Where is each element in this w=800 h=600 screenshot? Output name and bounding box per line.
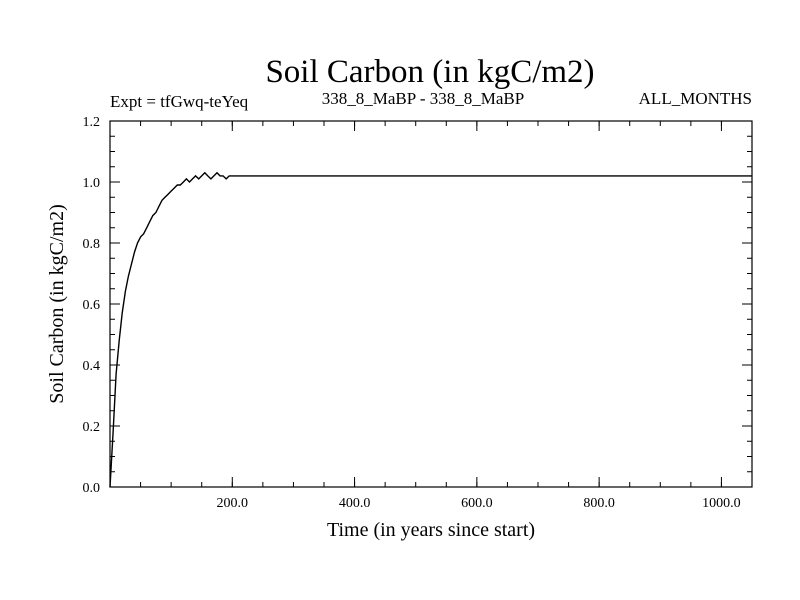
y-tick-label: 1.2 — [83, 115, 101, 130]
axis-ticks: 200.0 400.0 600.0 800.0 1000.0 0.0 0.2 0.4 0.6 0.… — [83, 115, 752, 511]
x-tick-label: 200.0 — [217, 496, 249, 511]
x-tick-label: 1000.0 — [702, 496, 741, 511]
series-line-soil-carbon — [109, 171, 752, 488]
experiment-label: Expt = tfGwq-teYeq — [110, 92, 249, 111]
y-tick-label: 0.6 — [83, 298, 101, 313]
y-tick-label: 0.2 — [83, 420, 101, 435]
y-axis-label: Soil Carbon (in kgC/m2) — [46, 204, 68, 403]
x-tick-label: 400.0 — [339, 496, 371, 511]
x-tick-label: 800.0 — [583, 496, 615, 511]
x-axis-label: Time (in years since start) — [327, 519, 535, 541]
y-tick-label: 0.8 — [83, 237, 101, 252]
months-label: ALL_MONTHS — [639, 89, 752, 108]
x-tick-label: 600.0 — [461, 496, 493, 511]
y-tick-label: 1.0 — [83, 176, 101, 191]
period-label: 338_8_MaBP - 338_8_MaBP — [322, 89, 524, 108]
chart-title: Soil Carbon (in kgC/m2) — [265, 54, 594, 90]
y-tick-label: 0.4 — [83, 359, 101, 374]
series-layer — [109, 171, 752, 488]
y-tick-label: 0.0 — [83, 481, 101, 496]
